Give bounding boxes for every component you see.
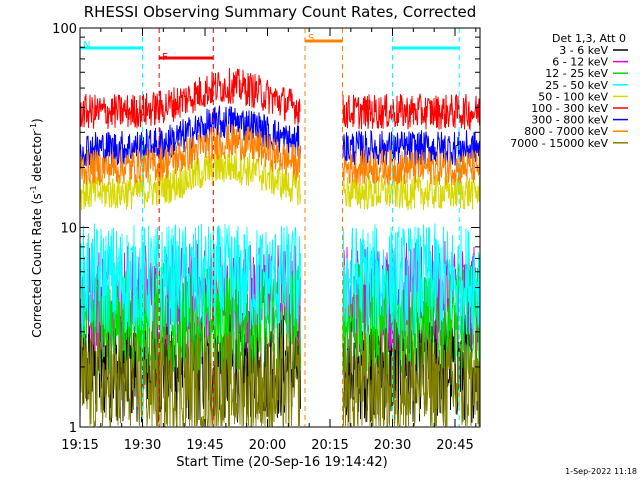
legend-item: 300 - 800 keV [531,114,628,127]
series-trace [79,105,480,168]
y-axis-label-mid: detector [30,131,44,186]
series-100-300-kev [79,67,480,131]
flag-label: N [83,40,90,51]
footer-date: 1-Sep-2022 11:18 [565,467,637,476]
series-trace [79,330,480,427]
legend-item: 50 - 100 keV [538,90,628,103]
legend-label: 800 - 7000 keV [524,125,608,138]
legend-item: 6 - 12 keV [552,56,628,69]
legend-label: 25 - 50 keV [545,79,608,92]
x-axis-label: Start Time (20-Sep-16 19:14:42) [176,455,387,470]
legend-item: 800 - 7000 keV [524,125,628,138]
x-tick-label: 20:30 [374,438,411,453]
flag-s: S [304,28,343,427]
legend-label: 3 - 6 keV [559,44,608,57]
y-axis-label-sup1: -1 [29,185,38,193]
y-axis: 1 10 100 [52,22,480,436]
legend-label: 6 - 12 keV [552,56,608,69]
series-7000-15000-kev [79,330,480,427]
legend-label: 300 - 800 keV [531,114,608,127]
series-800-7000-kev [79,123,480,186]
x-tick-label: 20:00 [249,438,286,453]
y-tick-label: 1 [69,421,77,436]
legend-label: 100 - 300 keV [531,102,608,115]
x-tick-label: 20:15 [311,438,348,453]
legend-item: 3 - 6 keV [559,44,628,57]
y-axis-label-main: Corrected Count Rate (s [30,193,44,337]
y-axis-label-sup2: -1 [29,123,38,131]
series-300-800-kev [79,105,480,168]
series-trace [79,223,480,335]
flag-label: F [162,52,168,63]
y-tick-label: 10 [60,222,77,237]
legend-item: 7000 - 15000 keV [510,137,628,150]
series-trace [79,67,480,131]
flag-f: F [158,28,214,427]
series-25-50-kev [79,223,480,335]
chart-title: RHESSI Observing Summary Count Rates, Co… [84,3,477,21]
x-tick-label: 20:45 [436,438,473,453]
series-50-100-kev [79,150,480,211]
series-trace [79,150,480,211]
y-tick-label: 100 [52,22,77,37]
legend-label: 7000 - 15000 keV [510,137,608,150]
x-tick-label: 19:45 [186,438,223,453]
flag-n: N [79,28,460,427]
x-axis: 19:15 19:30 19:45 20:00 20:15 20:30 20:45 [61,28,477,453]
y-axis-label-end: ) [30,118,44,123]
x-tick-label: 19:30 [124,438,161,453]
flag-label: S [308,33,314,44]
plot-area: N F S [79,28,480,427]
legend-item: 25 - 50 keV [545,79,628,92]
legend-item: 100 - 300 keV [531,102,628,115]
legend-item: 12 - 25 keV [545,67,628,80]
legend-label: 12 - 25 keV [545,67,608,80]
legend-header: Det 1,3, Att 0 [552,32,626,45]
x-tick-label: 19:15 [61,438,98,453]
series-trace [79,123,480,186]
y-axis-label: Corrected Count Rate (s-1 detector-1) [29,118,44,337]
legend-label: 50 - 100 keV [538,90,608,103]
